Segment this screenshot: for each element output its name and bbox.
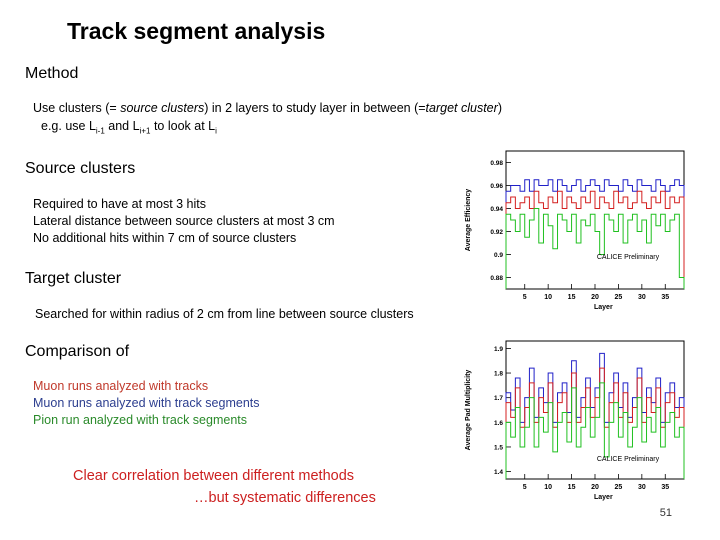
x-tick-label: 5	[523, 484, 527, 491]
series-muon_tracks-line	[505, 190, 685, 289]
x-tick-label: 25	[615, 484, 623, 491]
y-axis-label: Average Efficiency	[465, 189, 472, 251]
efficiency-chart: 5 10 15 20 25 30 35 0.88 0.9 0.92 0.94 0.96 0.98 Laye…	[465, 150, 685, 311]
x-tick-label: 35	[661, 484, 669, 491]
comparison-item-pion-segments: Pion run analyzed with track segments	[33, 413, 247, 427]
method-eg-sub-1: i-1	[95, 126, 105, 136]
y-tick-label: 1.9	[494, 346, 503, 353]
y-tick-label: 0.92	[490, 229, 503, 236]
multiplicity-chart: 5 10 15 20 25 30 35 1.4 1.5 1.6 1.7 1.8 1.9 Layer Aver…	[465, 340, 685, 501]
method-eg-a: e.g. use L	[41, 119, 96, 133]
y-tick-label: 1.5	[494, 444, 503, 451]
y-tick-label: 0.98	[490, 160, 503, 167]
x-tick-label: 10	[544, 484, 552, 491]
x-tick-label: 15	[568, 484, 576, 491]
method-eg-c: to look at L	[150, 119, 216, 133]
x-tick-label: 10	[544, 294, 552, 301]
y-tick-label: 1.4	[494, 469, 503, 476]
y-tick-label: 0.88	[490, 275, 503, 282]
series-pion_segments-line	[505, 208, 685, 289]
method-term-target: target cluster	[425, 101, 498, 115]
method-text-e: )	[497, 101, 502, 115]
slide-title: Track segment analysis	[67, 18, 326, 44]
conclusion-line-1: Clear correlation between different meth…	[73, 468, 355, 484]
method-text-a: Use clusters (=	[33, 101, 121, 115]
y-tick-label: 0.94	[490, 206, 503, 213]
y-tick-label: 1.7	[494, 395, 503, 402]
x-tick-label: 15	[568, 294, 576, 301]
series-pion_segments-line	[505, 382, 685, 479]
y-tick-label: 0.9	[494, 252, 503, 259]
method-text-c: ) in 2 layers to study layer in between …	[204, 101, 426, 115]
comparison-item-muon-tracks: Muon runs analyzed with tracks	[33, 379, 209, 393]
source-rule-3: No additional hits within 7 cm of source…	[33, 231, 297, 245]
comparison-item-muon-segments: Muon runs analyzed with track segments	[33, 396, 260, 410]
method-eg-sub-3: i	[215, 126, 217, 136]
comparison-heading: Comparison of	[25, 343, 130, 360]
method-term-source: source clusters	[120, 101, 205, 115]
method-eg-b: and L	[104, 119, 140, 133]
series-muon_segments-line	[505, 179, 685, 289]
y-tick-label: 1.8	[494, 371, 503, 378]
method-line-1: Use clusters (= source clusters) in 2 la…	[33, 101, 502, 115]
source-clusters-heading: Source clusters	[25, 160, 136, 177]
x-axis-label: Layer	[594, 304, 613, 311]
x-tick-label: 5	[523, 294, 527, 301]
y-tick-label: 0.96	[490, 183, 503, 190]
source-rule-2: Lateral distance between source clusters…	[33, 214, 335, 228]
y-axis-label: Average Pad Multiplicity	[465, 370, 472, 451]
chart-annotation: CALICE Preliminary	[597, 254, 660, 261]
x-axis-label: Layer	[594, 494, 613, 501]
method-line-2: e.g. use Li-1 and Li+1 to look at Li	[41, 119, 217, 136]
method-eg-sub-2: i+1	[139, 126, 151, 136]
y-tick-label: 1.6	[494, 420, 503, 427]
target-cluster-heading: Target cluster	[25, 270, 122, 287]
source-rule-1: Required to have at most 3 hits	[33, 197, 207, 211]
chart-annotation: CALICE Preliminary	[597, 456, 660, 463]
x-tick-label: 30	[638, 294, 646, 301]
x-tick-label: 35	[661, 294, 669, 301]
x-tick-label: 25	[615, 294, 623, 301]
target-cluster-line: Searched for within radius of 2 cm from …	[35, 307, 414, 321]
x-tick-label: 20	[591, 484, 599, 491]
method-heading: Method	[25, 65, 79, 82]
conclusion-line-2: …but systematic differences	[194, 490, 376, 506]
x-tick-label: 30	[638, 484, 646, 491]
page-number: 51	[659, 507, 672, 519]
x-tick-label: 20	[591, 294, 599, 301]
